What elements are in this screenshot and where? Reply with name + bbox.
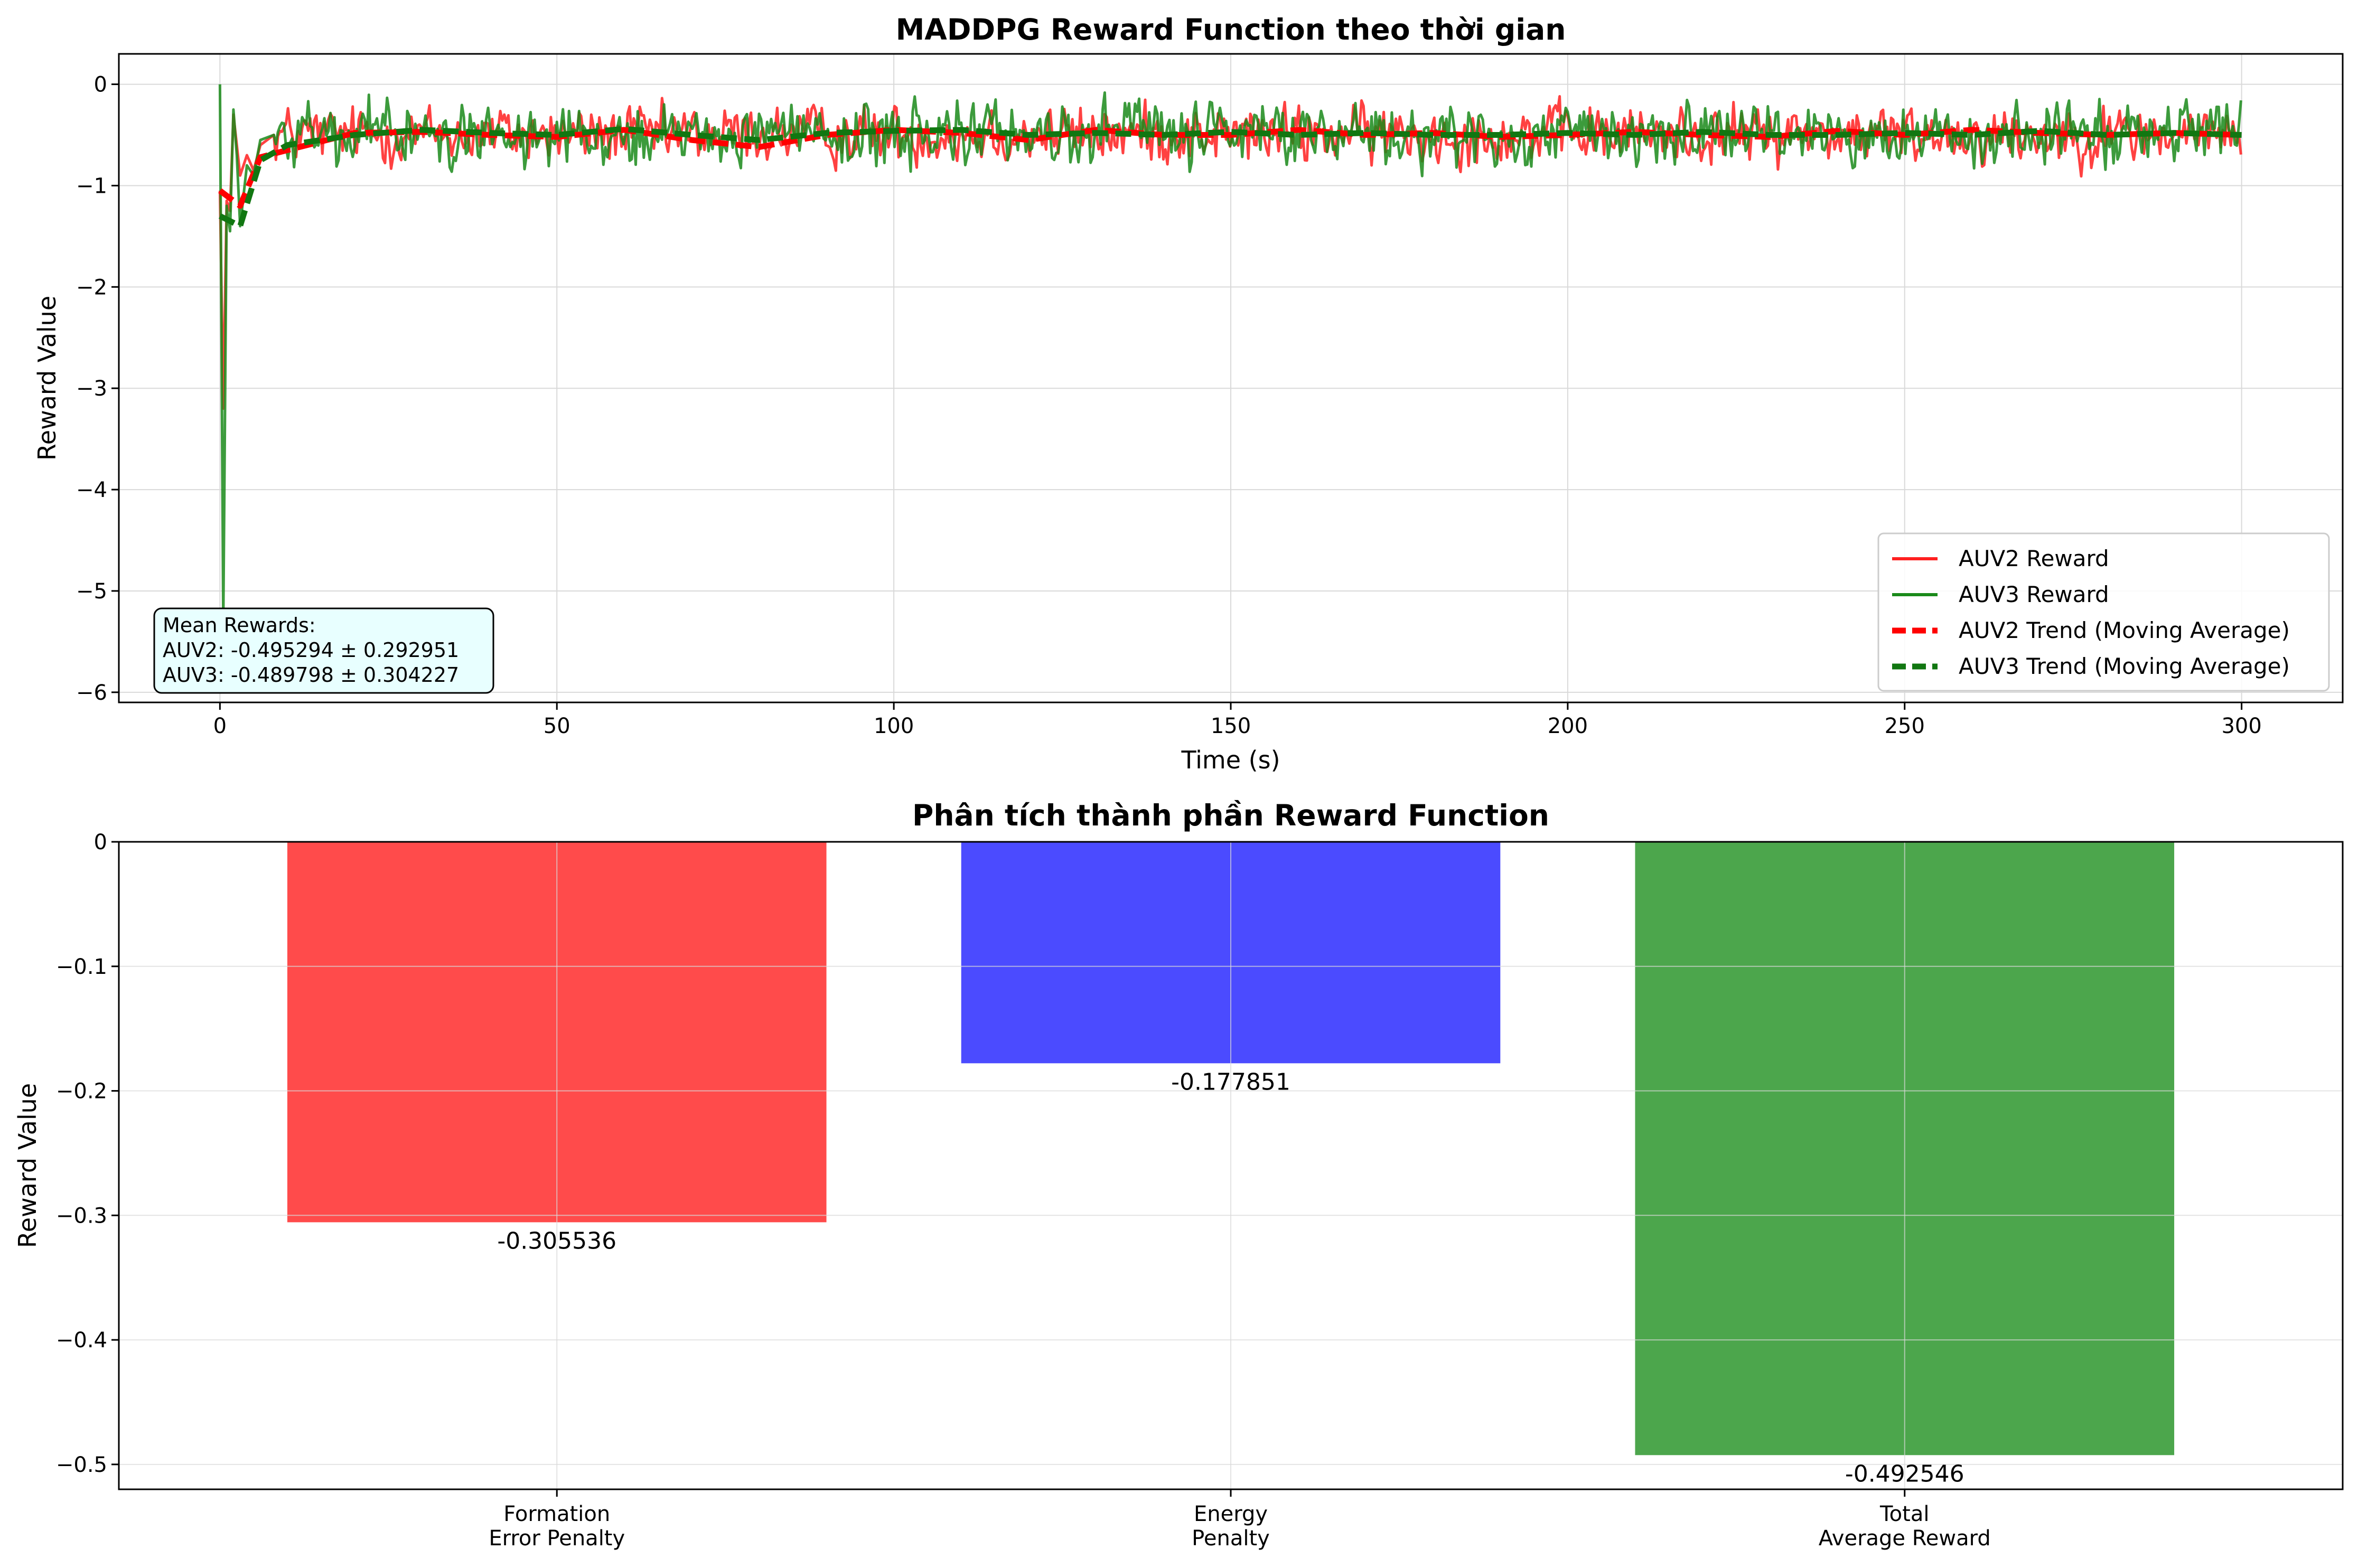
chart1-y-ticks: −6 −5 −4 −3 −2 −1 0 bbox=[76, 73, 119, 705]
chart1-y-tick-label: −1 bbox=[76, 174, 107, 198]
chart1-x-tick-label: 100 bbox=[874, 714, 914, 738]
reward-time-chart: MADDPG Reward Function theo thời gian 0 5… bbox=[33, 13, 2344, 774]
chart2-y-tick-label: −0.4 bbox=[56, 1328, 107, 1353]
chart1-x-tick-label: 150 bbox=[1211, 714, 1251, 738]
mean-rewards-annotation: Mean Rewards: AUV2: -0.495294 ± 0.292951… bbox=[153, 607, 494, 694]
chart1-x-tick-label: 300 bbox=[2221, 714, 2261, 738]
annotation-line-2: AUV2: -0.495294 ± 0.292951 bbox=[163, 639, 459, 662]
chart1-y-tick-label: 0 bbox=[94, 73, 107, 97]
chart1-y-tick-label: −5 bbox=[76, 579, 107, 604]
chart1-y-tick-label: −4 bbox=[76, 478, 107, 502]
chart2-category-label-2-2: Penalty bbox=[1192, 1526, 1270, 1551]
chart2-y-tick-label: −0.5 bbox=[56, 1453, 107, 1477]
series-line-auv3-reward bbox=[218, 84, 2242, 623]
chart2-y-tick-label: 0 bbox=[94, 830, 107, 855]
bar-value-label-2: -0.177851 bbox=[1171, 1068, 1290, 1095]
series-line-auv3-trend-moving-average- bbox=[218, 126, 2242, 229]
reward-components-chart: Phân tích thành phần Reward Function 0 −0… bbox=[13, 799, 2344, 1551]
chart2-y-tick-label: −0.3 bbox=[56, 1204, 107, 1228]
chart1-series-group bbox=[218, 84, 2242, 623]
chart2-category-label-1-1: Formation bbox=[503, 1502, 610, 1526]
chart1-y-tick-label: −6 bbox=[76, 681, 107, 705]
chart2-y-ticks: 0 −0.1 −0.2 −0.3 −0.4 −0.5 bbox=[56, 830, 119, 1477]
chart1-x-ticks: 0 50 100 150 200 250 300 bbox=[213, 702, 2262, 738]
chart1-x-axis-label: Time (s) bbox=[1181, 746, 1280, 774]
chart2-category-label-3-1: Total bbox=[1879, 1502, 1929, 1526]
annotation-line-3: AUV3: -0.489798 ± 0.304227 bbox=[163, 663, 459, 687]
annotation-box bbox=[153, 607, 494, 694]
series-line-auv2-reward bbox=[218, 95, 2242, 410]
legend-box bbox=[1877, 532, 2330, 692]
legend-label-3: AUV2 Trend (Moving Average) bbox=[1959, 617, 2290, 643]
chart1-x-tick-label: 50 bbox=[544, 714, 570, 738]
chart1-y-axis-label: Reward Value bbox=[33, 296, 61, 461]
chart2-y-tick-label: −0.1 bbox=[56, 955, 107, 979]
bar-value-label-3: -0.492546 bbox=[1845, 1460, 1964, 1487]
chart2-category-label-2-1: Energy bbox=[1194, 1502, 1268, 1526]
chart2-category-label-1-2: Error Penalty bbox=[489, 1526, 625, 1551]
chart1-x-tick-label: 250 bbox=[1885, 714, 1925, 738]
chart1-x-tick-label: 0 bbox=[213, 714, 227, 738]
chart1-legend: AUV2 Reward AUV3 Reward AUV2 Trend (Moving… bbox=[1877, 532, 2330, 692]
legend-label-2: AUV3 Reward bbox=[1959, 581, 2109, 607]
chart2-category-label-3-2: Average Reward bbox=[1819, 1526, 1991, 1551]
chart1-x-tick-label: 200 bbox=[1548, 714, 1588, 738]
bar-value-label-1: -0.305536 bbox=[497, 1227, 616, 1254]
chart1-y-tick-label: −2 bbox=[76, 275, 107, 299]
chart2-y-tick-label: −0.2 bbox=[56, 1079, 107, 1104]
chart1-y-tick-label: −3 bbox=[76, 377, 107, 401]
chart2-value-labels: -0.305536 -0.177851 -0.492546 bbox=[497, 1068, 1964, 1487]
legend-label-1: AUV2 Reward bbox=[1959, 546, 2109, 571]
chart2-title: Phân tích thành phần Reward Function bbox=[912, 799, 1549, 832]
legend-label-4: AUV3 Trend (Moving Average) bbox=[1959, 653, 2290, 679]
chart1-title: MADDPG Reward Function theo thời gian bbox=[896, 13, 1566, 46]
chart2-y-axis-label: Reward Value bbox=[13, 1083, 42, 1248]
annotation-line-1: Mean Rewards: bbox=[163, 614, 316, 637]
